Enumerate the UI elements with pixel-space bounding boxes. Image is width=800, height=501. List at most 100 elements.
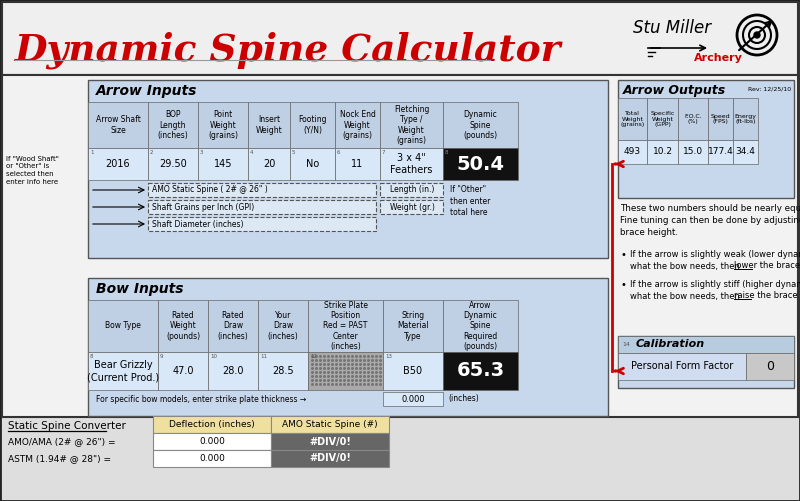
Bar xyxy=(148,148,198,180)
Bar xyxy=(248,102,290,148)
Text: 20: 20 xyxy=(263,159,275,169)
Bar xyxy=(88,352,158,390)
Bar xyxy=(335,102,380,148)
Bar xyxy=(618,336,794,353)
Text: Dynamic
Spine
(pounds): Dynamic Spine (pounds) xyxy=(463,110,498,140)
Text: Bow Inputs: Bow Inputs xyxy=(96,282,183,296)
Bar xyxy=(618,80,794,198)
Bar xyxy=(148,217,376,231)
Text: 50.4: 50.4 xyxy=(457,154,505,173)
Text: 7: 7 xyxy=(382,150,386,155)
Text: Strike Plate
Position
Red = PAST
Center
(inches): Strike Plate Position Red = PAST Center … xyxy=(323,301,368,351)
Text: Your
Draw
(inches): Your Draw (inches) xyxy=(268,311,298,341)
Bar xyxy=(647,98,678,140)
Text: 0.000: 0.000 xyxy=(401,394,425,403)
Bar xyxy=(380,183,443,197)
Text: 0.000: 0.000 xyxy=(199,454,225,463)
Text: #DIV/0!: #DIV/0! xyxy=(309,453,351,463)
Text: Arrow Shaft
Size: Arrow Shaft Size xyxy=(95,115,141,135)
Bar xyxy=(158,300,208,352)
Text: 14: 14 xyxy=(622,342,630,347)
Text: 11: 11 xyxy=(260,354,267,359)
Bar xyxy=(746,353,794,380)
Text: Arrow Inputs: Arrow Inputs xyxy=(96,84,198,98)
Text: 9: 9 xyxy=(160,354,163,359)
Bar xyxy=(258,352,308,390)
Bar xyxy=(708,140,733,164)
Bar xyxy=(335,148,380,180)
Text: Speed
(FPS): Speed (FPS) xyxy=(710,114,730,124)
Bar xyxy=(308,352,383,390)
Bar xyxy=(88,102,148,148)
Text: If "Other"
then enter
total here: If "Other" then enter total here xyxy=(450,185,490,216)
Text: B50: B50 xyxy=(403,366,422,376)
Bar xyxy=(647,140,678,164)
Bar xyxy=(618,98,647,140)
Text: raise the brace height.: raise the brace height. xyxy=(734,291,800,300)
Text: Archery: Archery xyxy=(694,53,742,63)
Bar xyxy=(733,140,758,164)
Text: AMO Static Spine ( 2# @ 26" ): AMO Static Spine ( 2# @ 26" ) xyxy=(152,185,268,194)
Text: These two numbers should be nearly equal (within 2#).
Fine tuning can then be do: These two numbers should be nearly equal… xyxy=(620,204,800,237)
Text: 28.5: 28.5 xyxy=(272,366,294,376)
Text: Bear Grizzly
(Current Prod.): Bear Grizzly (Current Prod.) xyxy=(87,360,159,382)
Bar xyxy=(248,148,290,180)
Text: Total
Weight
(grains): Total Weight (grains) xyxy=(620,111,645,127)
Text: Rev: 12/25/10: Rev: 12/25/10 xyxy=(748,86,791,91)
Text: ASTM (1.94# @ 28") =: ASTM (1.94# @ 28") = xyxy=(8,454,111,463)
Text: Personal Form Factor: Personal Form Factor xyxy=(631,361,733,371)
Text: 47.0: 47.0 xyxy=(172,366,194,376)
Text: No: No xyxy=(306,159,319,169)
Bar xyxy=(88,278,608,416)
Bar xyxy=(383,392,443,406)
Text: Fletching
Type /
Weight
(grains): Fletching Type / Weight (grains) xyxy=(394,105,429,145)
Bar xyxy=(153,450,271,467)
Text: 0.000: 0.000 xyxy=(199,437,225,446)
Text: Weight (gr.): Weight (gr.) xyxy=(390,202,434,211)
Text: Arrow
Dynamic
Spine
Required
(pounds): Arrow Dynamic Spine Required (pounds) xyxy=(463,301,498,351)
Text: #DIV/0!: #DIV/0! xyxy=(309,436,351,446)
Text: Point
Weight
(grains): Point Weight (grains) xyxy=(208,110,238,140)
Text: (inches): (inches) xyxy=(448,394,478,403)
Text: Shaft Grains per Inch (GPI): Shaft Grains per Inch (GPI) xyxy=(152,202,254,211)
Bar xyxy=(208,352,258,390)
Text: 493: 493 xyxy=(624,147,641,156)
Text: 2016: 2016 xyxy=(106,159,130,169)
Bar xyxy=(380,200,443,214)
Bar xyxy=(148,102,198,148)
Text: 2: 2 xyxy=(150,150,154,155)
Text: Insert
Weight: Insert Weight xyxy=(256,115,282,135)
Text: 11: 11 xyxy=(351,159,364,169)
Text: 34.4: 34.4 xyxy=(735,147,755,156)
Bar xyxy=(158,352,208,390)
Circle shape xyxy=(754,32,760,38)
Bar xyxy=(443,102,518,148)
Text: Stu Miller: Stu Miller xyxy=(633,19,711,37)
Text: 3: 3 xyxy=(200,150,203,155)
Text: BOP
Length
(inches): BOP Length (inches) xyxy=(158,110,188,140)
Text: AMO Static Spine (#): AMO Static Spine (#) xyxy=(282,420,378,429)
Bar xyxy=(258,300,308,352)
Bar xyxy=(618,140,647,164)
Text: If the arrow is slightly stiff (higher dynamic spine) for
what the bow needs, th: If the arrow is slightly stiff (higher d… xyxy=(630,280,800,301)
Bar xyxy=(383,300,443,352)
Text: Specific
Weight
(GPP): Specific Weight (GPP) xyxy=(650,111,674,127)
Text: lower the brace height.: lower the brace height. xyxy=(734,261,800,270)
Bar xyxy=(618,353,746,380)
Bar xyxy=(271,433,389,450)
Text: F.O.C.
(%): F.O.C. (%) xyxy=(684,114,702,124)
Text: 145: 145 xyxy=(214,159,232,169)
Text: Shaft Diameter (inches): Shaft Diameter (inches) xyxy=(152,219,243,228)
Text: •: • xyxy=(620,250,626,260)
Bar xyxy=(88,300,158,352)
Text: Rated
Weight
(pounds): Rated Weight (pounds) xyxy=(166,311,200,341)
Text: String
Material
Type: String Material Type xyxy=(397,311,429,341)
Bar xyxy=(678,140,708,164)
Bar xyxy=(443,300,518,352)
Text: Rated
Draw
(inches): Rated Draw (inches) xyxy=(218,311,248,341)
Bar xyxy=(198,102,248,148)
Text: 6: 6 xyxy=(337,150,341,155)
Text: 10.2: 10.2 xyxy=(653,147,673,156)
Text: 1: 1 xyxy=(90,150,94,155)
Text: Arrow Outputs: Arrow Outputs xyxy=(623,84,726,97)
